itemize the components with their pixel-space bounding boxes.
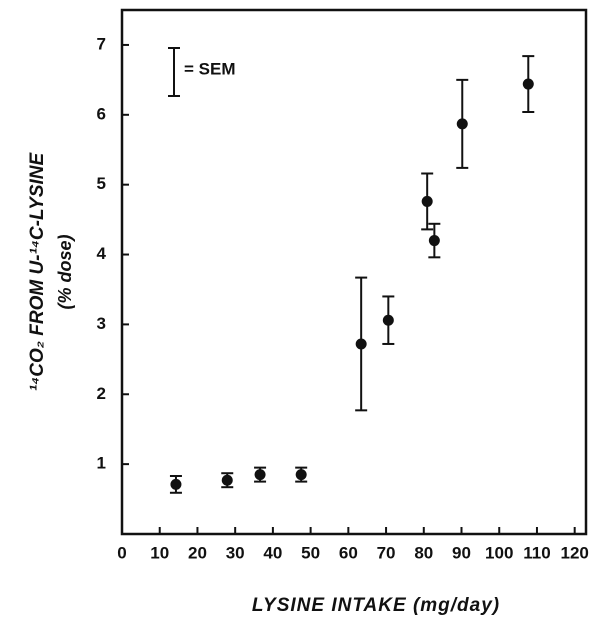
legend-label: = SEM <box>184 59 236 78</box>
x-tick-label: 20 <box>188 543 207 562</box>
x-tick-label: 70 <box>377 543 396 562</box>
point <box>355 338 367 350</box>
x-tick-label: 120 <box>560 543 588 562</box>
x-tick-label: 0 <box>117 543 126 562</box>
y-tick-label: 2 <box>97 384 106 403</box>
x-tick-label: 80 <box>414 543 433 562</box>
x-tick-label: 60 <box>339 543 358 562</box>
point <box>170 478 182 490</box>
point <box>456 118 468 130</box>
point <box>522 78 534 90</box>
point <box>382 314 394 326</box>
y-tick-label: 1 <box>97 454 106 473</box>
point <box>254 469 266 481</box>
point <box>295 469 307 481</box>
x-tick-label: 10 <box>150 543 169 562</box>
plot-frame <box>120 8 588 536</box>
y-tick-label: 5 <box>97 174 106 193</box>
point <box>428 235 440 247</box>
x-tick-label: 110 <box>523 543 550 562</box>
point <box>421 195 433 207</box>
y-axis-label: ¹⁴CO₂ FROM U-¹⁴C-LYSINE <box>27 151 48 391</box>
x-tick-label: 90 <box>452 543 471 562</box>
x-tick-label: 100 <box>485 543 513 562</box>
y-tick-label: 3 <box>97 314 106 333</box>
y-tick-label: 6 <box>97 104 106 123</box>
x-tick-label: 50 <box>301 543 320 562</box>
y-axis-label: (% dose) <box>55 234 75 309</box>
x-axis-label: LYSINE INTAKE (mg/day) <box>252 595 500 616</box>
y-tick-label: 7 <box>97 34 106 53</box>
x-tick-label: 30 <box>226 543 245 562</box>
y-tick-label: 4 <box>97 244 107 263</box>
point <box>221 474 233 486</box>
x-tick-label: 40 <box>263 543 282 562</box>
